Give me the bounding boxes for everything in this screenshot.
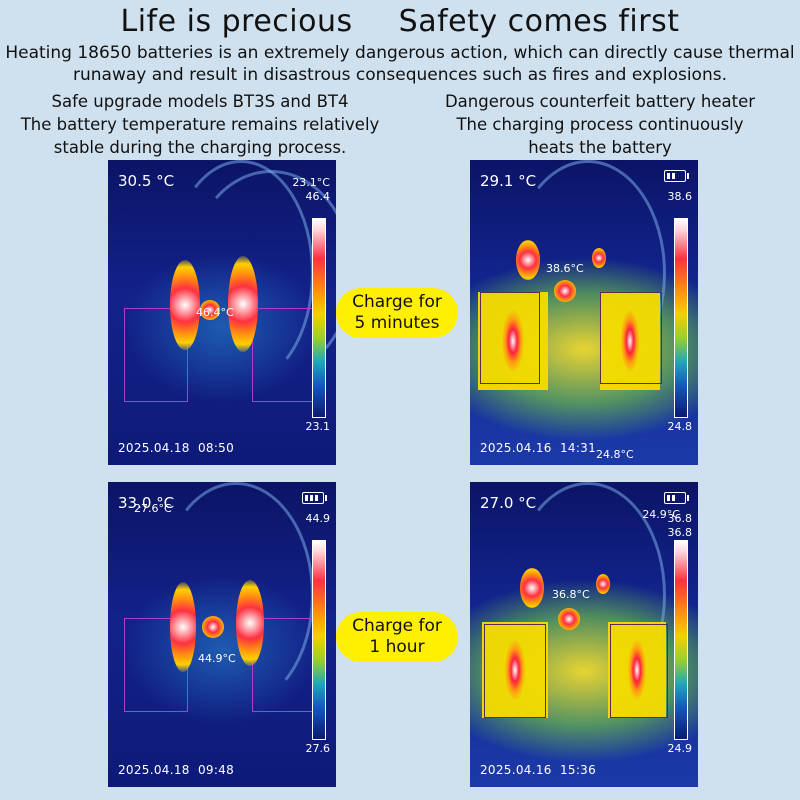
- hotspot-blob: [520, 568, 544, 608]
- date: 2025.04.18: [118, 763, 190, 777]
- cable-decoration: [510, 482, 666, 708]
- overlap-temperature: 27.6°C: [134, 502, 172, 515]
- hotspot-label: 46.4°C: [196, 306, 234, 319]
- cable-decoration: [510, 160, 666, 386]
- danger-desc-2: heats the battery: [528, 138, 672, 157]
- battery-icon: [664, 492, 689, 504]
- hot-cell-left: [478, 292, 548, 390]
- battery-icon: [664, 170, 689, 182]
- danger-column-header: Dangerous counterfeit battery heater The…: [400, 90, 800, 159]
- color-scale-bar: [312, 218, 326, 418]
- safe-title: Safe upgrade models BT3S and BT4: [51, 92, 349, 111]
- charge-1h-label: Charge for 1 hour: [336, 612, 458, 662]
- intro-text: Heating 18650 batteries is an extremely …: [0, 42, 800, 86]
- timestamp: 2025.04.16 14:31: [480, 441, 596, 455]
- time: 08:50: [197, 441, 235, 455]
- spot-temperature: 27.0 °C: [480, 494, 537, 512]
- headline-left: Life is precious: [120, 4, 353, 39]
- hotspot-blob: [596, 574, 610, 594]
- date: 2025.04.18: [118, 441, 190, 455]
- color-scale-bar: [312, 540, 326, 740]
- time: 09:48: [197, 763, 235, 777]
- hotspot-blob: [592, 248, 606, 268]
- hot-cell-left: [482, 622, 548, 718]
- ambient-temperature: 24.8°C: [596, 448, 634, 461]
- hot-cell-right: [600, 292, 660, 390]
- scale-max: 44.9: [305, 512, 331, 525]
- hotspot-blob: [228, 256, 258, 352]
- thermal-image-counterfeit-5min: 29.1 °C 38.6 24.8 38.6°C 2025.04.16 14:3…: [470, 160, 698, 465]
- date: 2025.04.16: [480, 763, 552, 777]
- hot-cell-right: [608, 622, 666, 718]
- hotspot-blob: [200, 300, 220, 320]
- hotspot-blob: [202, 616, 224, 638]
- scale-max: 38.6: [667, 190, 693, 203]
- safe-desc-1: The battery temperature remains relative…: [20, 115, 380, 134]
- spot-temperature: 29.1 °C: [480, 172, 537, 190]
- safe-desc-2: stable during the charging process.: [53, 138, 347, 157]
- charge-5min-line1: Charge for: [352, 292, 442, 312]
- battery-outline-left: [484, 624, 546, 718]
- thermal-image-counterfeit-1h: 27.0 °C 24.9°C 36.8 36.8 24.9 36.8°C 202…: [470, 482, 698, 787]
- danger-title: Dangerous counterfeit battery heater: [444, 92, 756, 111]
- intro-line-2: runaway and result in disastrous consequ…: [72, 65, 727, 85]
- hotspot-blob: [516, 240, 540, 280]
- charge-1h-line1: Charge for: [352, 616, 442, 636]
- scale-min: 24.8: [667, 420, 693, 433]
- hotspot-blob: [554, 280, 576, 302]
- scale-min: 24.9: [667, 742, 693, 755]
- timestamp: 2025.04.18 08:50: [118, 441, 234, 455]
- thermal-image-safe-1h: 33.0 °C 27.6°C 44.9 27.6 44.9°C 2025.04.…: [108, 482, 336, 787]
- cable-decoration: [188, 170, 336, 376]
- hotspot-label: 38.6°C: [546, 262, 584, 275]
- spot-temperature: 33.0 °C: [118, 494, 175, 512]
- hotspot-blob: [558, 608, 580, 630]
- headline: Life is precious Safety comes first: [0, 4, 800, 39]
- safe-column-header: Safe upgrade models BT3S and BT4 The bat…: [0, 90, 400, 159]
- color-scale-bar: [674, 218, 688, 418]
- scale-max: 36.8: [667, 526, 693, 539]
- hotspot-label: 44.9°C: [198, 652, 236, 665]
- overlap-temperature: 36.8: [667, 512, 693, 525]
- charge-1h-line2: 1 hour: [369, 637, 425, 657]
- battery-icon: [302, 492, 327, 504]
- battery-outline-right: [610, 624, 668, 718]
- battery-outline-left: [124, 308, 188, 402]
- thermal-image-safe-5min: 30.5 °C 23.1°C 46.4 23.1 46.4°C 2025.04.…: [108, 160, 336, 465]
- headline-right: Safety comes first: [398, 4, 680, 39]
- time: 15:36: [559, 763, 597, 777]
- danger-desc-1: The charging process continuously: [456, 115, 744, 134]
- battery-outline-right: [600, 292, 662, 384]
- intro-line-1: Heating 18650 batteries is an extremely …: [5, 43, 795, 63]
- extra-temperature: 24.9°C: [642, 508, 680, 521]
- hotspot-label: 36.8°C: [552, 588, 590, 601]
- hotspot-blob: [170, 260, 200, 350]
- time: 14:31: [559, 441, 597, 455]
- battery-outline-right: [252, 308, 316, 402]
- hotspot-blob: [170, 582, 196, 672]
- extra-temperature: 23.1°C: [292, 176, 330, 189]
- charge-5min-line2: 5 minutes: [354, 313, 440, 333]
- battery-outline-left: [480, 292, 540, 384]
- color-scale-bar: [674, 540, 688, 740]
- timestamp: 2025.04.18 09:48: [118, 763, 234, 777]
- scale-min: 27.6: [305, 742, 331, 755]
- scale-max: 46.4: [305, 190, 331, 203]
- hotspot-blob: [236, 580, 264, 666]
- charge-5min-label: Charge for 5 minutes: [336, 288, 458, 338]
- spot-temperature: 30.5 °C: [118, 172, 175, 190]
- timestamp: 2025.04.16 15:36: [480, 763, 596, 777]
- date: 2025.04.16: [480, 441, 552, 455]
- scale-min: 23.1: [305, 420, 331, 433]
